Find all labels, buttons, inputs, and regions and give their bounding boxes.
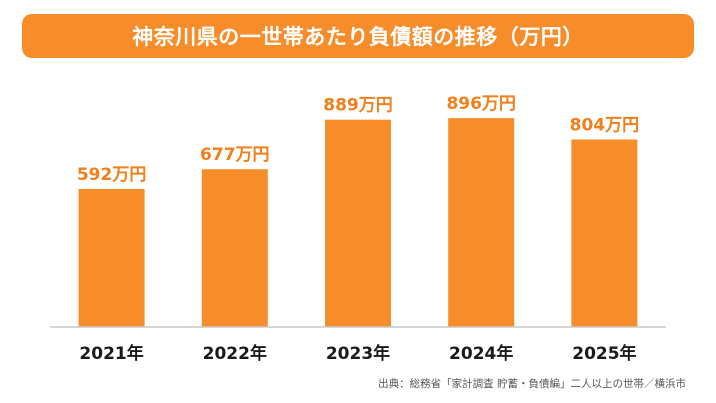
chart-title: 神奈川県の一世帯あたり負債額の推移（万円） xyxy=(132,25,584,49)
value-label: 896万円 xyxy=(446,94,516,114)
x-tick-label: 2023年 xyxy=(326,343,390,364)
value-label: 592万円 xyxy=(77,165,147,185)
x-tick-label: 2022年 xyxy=(203,343,267,364)
value-label: 677万円 xyxy=(200,145,270,165)
bar-2021年 xyxy=(78,189,145,327)
bar-2025年 xyxy=(571,139,638,327)
bar-2022年 xyxy=(201,169,268,327)
value-label: 804万円 xyxy=(570,116,640,136)
x-tick-label: 2025年 xyxy=(572,343,636,364)
title-banner: 神奈川県の一世帯あたり負債額の推移（万円） xyxy=(22,14,694,58)
x-tick-label: 2024年 xyxy=(449,343,513,364)
value-label: 889万円 xyxy=(323,96,393,116)
bar-2024年 xyxy=(448,118,515,327)
bar-2023年 xyxy=(325,119,391,327)
x-tick-label: 2021年 xyxy=(79,343,143,364)
source-note: 出典：総務省「家計調査 貯蓄・負債編」二人以上の世帯／横浜市 xyxy=(378,378,686,390)
